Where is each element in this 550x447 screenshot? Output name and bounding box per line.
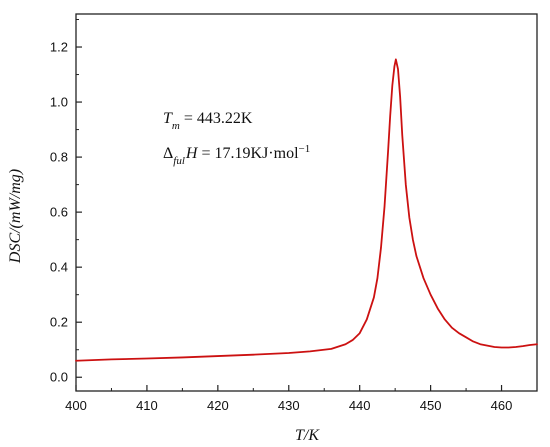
ticks: 400 410 420 430 440 450 460 0.0 0.2 0.4 0.6 0.8 1.0 1…: [50, 19, 513, 413]
y-tick-label: 0.6: [50, 205, 68, 220]
x-tick-label: 420: [207, 398, 229, 413]
enthalpy-annotation: ΔfulH = 17.19KJ·mol−1: [163, 143, 310, 167]
x-axis-title: T/K: [295, 427, 320, 444]
y-tick-label: 0.8: [50, 150, 68, 165]
tm-value: = 443.22K: [180, 110, 253, 127]
x-tick-label: 400: [65, 398, 87, 413]
dsc-curve: [75, 58, 538, 362]
y-tick-label: 0.2: [50, 315, 68, 330]
series-layer: [75, 58, 538, 362]
y-tick-label: 0.4: [50, 260, 68, 275]
y-tick-label: 1.2: [50, 40, 68, 55]
tm-subscript: m: [172, 120, 180, 132]
x-tick-label: 440: [349, 398, 371, 413]
x-tick-label: 460: [491, 398, 513, 413]
tm-symbol: T: [163, 110, 173, 127]
y-axis-title: DSC/(mW/mg): [7, 169, 24, 264]
x-tick-label: 430: [278, 398, 300, 413]
dh-symbol: H: [185, 145, 199, 162]
dh-delta: Δ: [163, 145, 173, 162]
dh-subscript: ful: [173, 155, 185, 167]
y-tick-label: 1.0: [50, 95, 68, 110]
axes: [75, 13, 538, 392]
melting-temperature-annotation: Tm = 443.22K: [163, 110, 253, 132]
x-tick-label: 450: [420, 398, 442, 413]
dh-superscript: −1: [299, 143, 311, 155]
dh-value: = 17.19KJ·mol: [197, 145, 299, 162]
y-tick-label: 0.0: [50, 370, 68, 385]
plot-frame: [75, 13, 538, 392]
x-tick-label: 410: [136, 398, 158, 413]
